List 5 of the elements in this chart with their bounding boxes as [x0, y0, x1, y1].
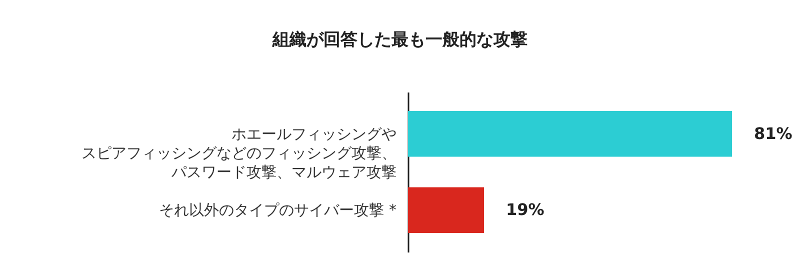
y-tick-label: ホエールフィッシングやスピアフィッシングなどのフィッシング攻撃、パスワード攻撃、マルウェア攻撃 [82, 124, 396, 181]
data-label: 19% [506, 200, 544, 220]
chart-title: 組織が回答した最も一般的な攻撃 [271, 29, 528, 51]
data-label: 81% [754, 124, 792, 143]
y-tick-label: それ以外のタイプのサイバー攻撃 * [159, 201, 397, 220]
